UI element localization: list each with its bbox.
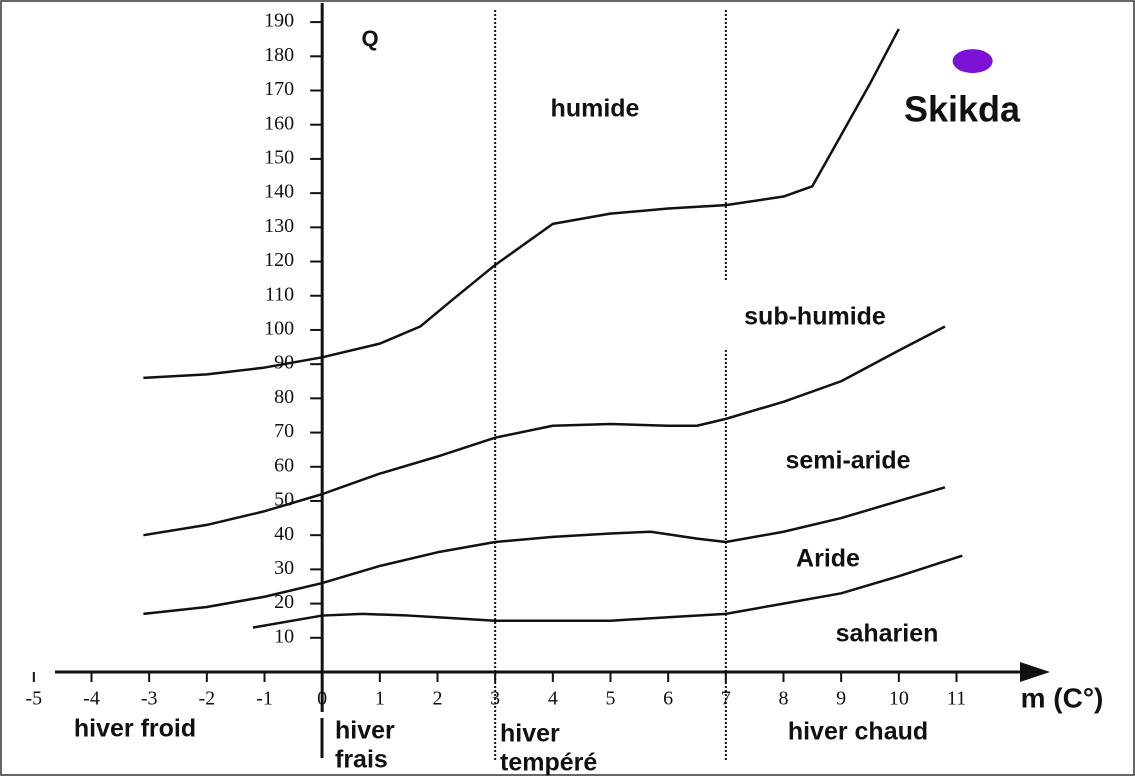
- x-tick-label: -2: [198, 688, 215, 710]
- x-tick-label: 1: [375, 688, 385, 710]
- zone-label: semi-aride: [785, 447, 910, 475]
- y-tick-label: 130: [264, 215, 294, 237]
- boundary-curve: [143, 28, 900, 380]
- x-tick-label: 10: [889, 688, 909, 710]
- x-tick-label: 8: [779, 688, 789, 710]
- winter-label: tempéré: [500, 749, 597, 776]
- x-tick-label: 4: [548, 688, 558, 710]
- y-tick-label: 100: [264, 318, 294, 340]
- y-tick-label: 190: [264, 10, 294, 32]
- y-tick-label: 120: [264, 249, 294, 271]
- zone-label: sub-humide: [744, 303, 886, 331]
- y-tick-label: 10: [274, 625, 294, 647]
- winter-label: frais: [335, 746, 388, 774]
- y-tick-label: 40: [274, 523, 294, 545]
- boundary-curve: [143, 486, 946, 616]
- y-axis-label: Q: [361, 26, 378, 51]
- x-tick-label: -3: [141, 688, 158, 710]
- y-tick-label: 60: [274, 454, 294, 476]
- y-tick-label: 110: [265, 283, 294, 305]
- x-tick-label: 0: [317, 688, 327, 710]
- y-tick-label: 170: [264, 78, 294, 100]
- x-tick-label: 5: [606, 688, 616, 710]
- x-tick-label: 6: [663, 688, 673, 710]
- x-tick-label: 9: [836, 688, 846, 710]
- y-tick-label: 150: [264, 147, 294, 169]
- y-tick-label: 30: [274, 557, 294, 579]
- x-tick-label: -1: [256, 688, 273, 710]
- y-tick-label: 70: [274, 420, 294, 442]
- x-tick-label: 2: [433, 688, 443, 710]
- zone-label: humide: [551, 95, 640, 123]
- winter-label: hiver: [335, 717, 395, 745]
- winter-label: hiver chaud: [788, 718, 928, 746]
- y-tick-label: 160: [264, 112, 294, 134]
- y-tick-label: 140: [264, 181, 294, 203]
- y-tick-label: 80: [274, 386, 294, 408]
- x-tick-label: 11: [947, 688, 966, 710]
- station-label: Skikda: [904, 89, 1021, 130]
- winter-label: hiver froid: [74, 715, 196, 743]
- y-tick-label: 20: [274, 591, 294, 613]
- x-tick-label: -4: [83, 688, 100, 710]
- winter-label: hiver: [500, 720, 560, 748]
- x-tick-label: -5: [25, 688, 42, 710]
- station-point: [952, 49, 993, 74]
- y-tick-label: 90: [274, 352, 294, 374]
- boundary-curve: [143, 325, 946, 537]
- axis-arrow: [1020, 662, 1050, 682]
- zone-label: saharien: [836, 620, 939, 648]
- boundary-curve: [252, 554, 963, 629]
- zone-label: Aride: [796, 545, 860, 573]
- x-axis-label: m (C°): [1021, 682, 1104, 713]
- y-tick-label: 180: [264, 44, 294, 66]
